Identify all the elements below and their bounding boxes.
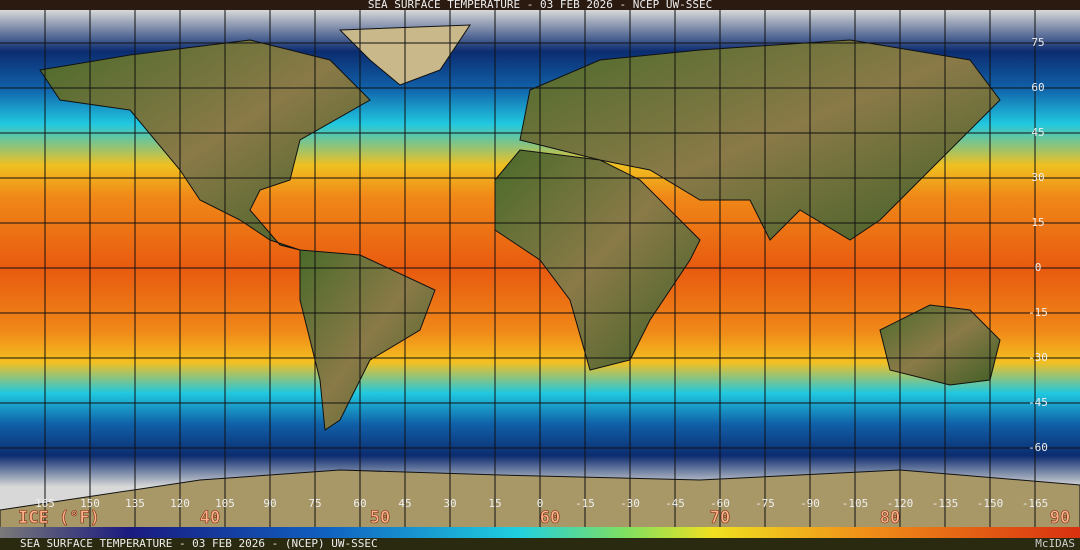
lat-label: -45 — [1028, 396, 1048, 409]
lon-label: -120 — [887, 497, 914, 510]
legend-tick: 50 — [370, 508, 390, 528]
lat-label: 15 — [1031, 216, 1044, 229]
lon-label: -15 — [575, 497, 595, 510]
lon-label: 60 — [353, 497, 366, 510]
legend-label: ICE (°F) — [18, 508, 100, 528]
lat-label: 45 — [1031, 126, 1044, 139]
south-america — [299, 249, 436, 431]
lon-label: -150 — [977, 497, 1004, 510]
lon-label: 135 — [125, 497, 145, 510]
lon-label: -135 — [932, 497, 959, 510]
legend-tick: 90 — [1050, 508, 1070, 528]
lat-label: -30 — [1028, 351, 1048, 364]
lon-label: -90 — [800, 497, 820, 510]
color-bar — [0, 527, 1080, 538]
brand: McIDAS — [1035, 537, 1075, 550]
legend-tick: 70 — [710, 508, 730, 528]
footer: SEA SURFACE TEMPERATURE - 03 FEB 2026 - … — [20, 537, 378, 550]
lat-label: -60 — [1028, 441, 1048, 454]
legend-tick: 80 — [880, 508, 900, 528]
lat-label: -15 — [1028, 306, 1048, 319]
lat-label: 60 — [1031, 81, 1044, 94]
lon-label: 15 — [488, 497, 501, 510]
lon-label: -105 — [842, 497, 869, 510]
lon-label: 165 — [35, 497, 55, 510]
eurasia — [519, 39, 1001, 241]
north-america — [39, 39, 371, 251]
lon-label: 150 — [80, 497, 100, 510]
lat-label: 75 — [1031, 36, 1044, 49]
legend-tick: 60 — [540, 508, 560, 528]
lon-label: 90 — [263, 497, 276, 510]
lon-label: 105 — [215, 497, 235, 510]
lon-label: -75 — [755, 497, 775, 510]
footer-bar — [0, 538, 1080, 550]
lon-label: -30 — [620, 497, 640, 510]
title-bar — [0, 0, 1080, 10]
lon-label: -165 — [1022, 497, 1049, 510]
legend-tick: 40 — [200, 508, 220, 528]
lat-label: 0 — [1035, 261, 1042, 274]
lon-label: -60 — [710, 497, 730, 510]
title: SEA SURFACE TEMPERATURE - 03 FEB 2026 - … — [368, 0, 712, 11]
lon-label: 120 — [170, 497, 190, 510]
graticule — [0, 10, 1080, 527]
lon-label: 0 — [537, 497, 544, 510]
lon-label: 75 — [308, 497, 321, 510]
lon-label: 45 — [398, 497, 411, 510]
lon-label: 30 — [443, 497, 456, 510]
lon-label: -45 — [665, 497, 685, 510]
lat-label: 30 — [1031, 171, 1044, 184]
